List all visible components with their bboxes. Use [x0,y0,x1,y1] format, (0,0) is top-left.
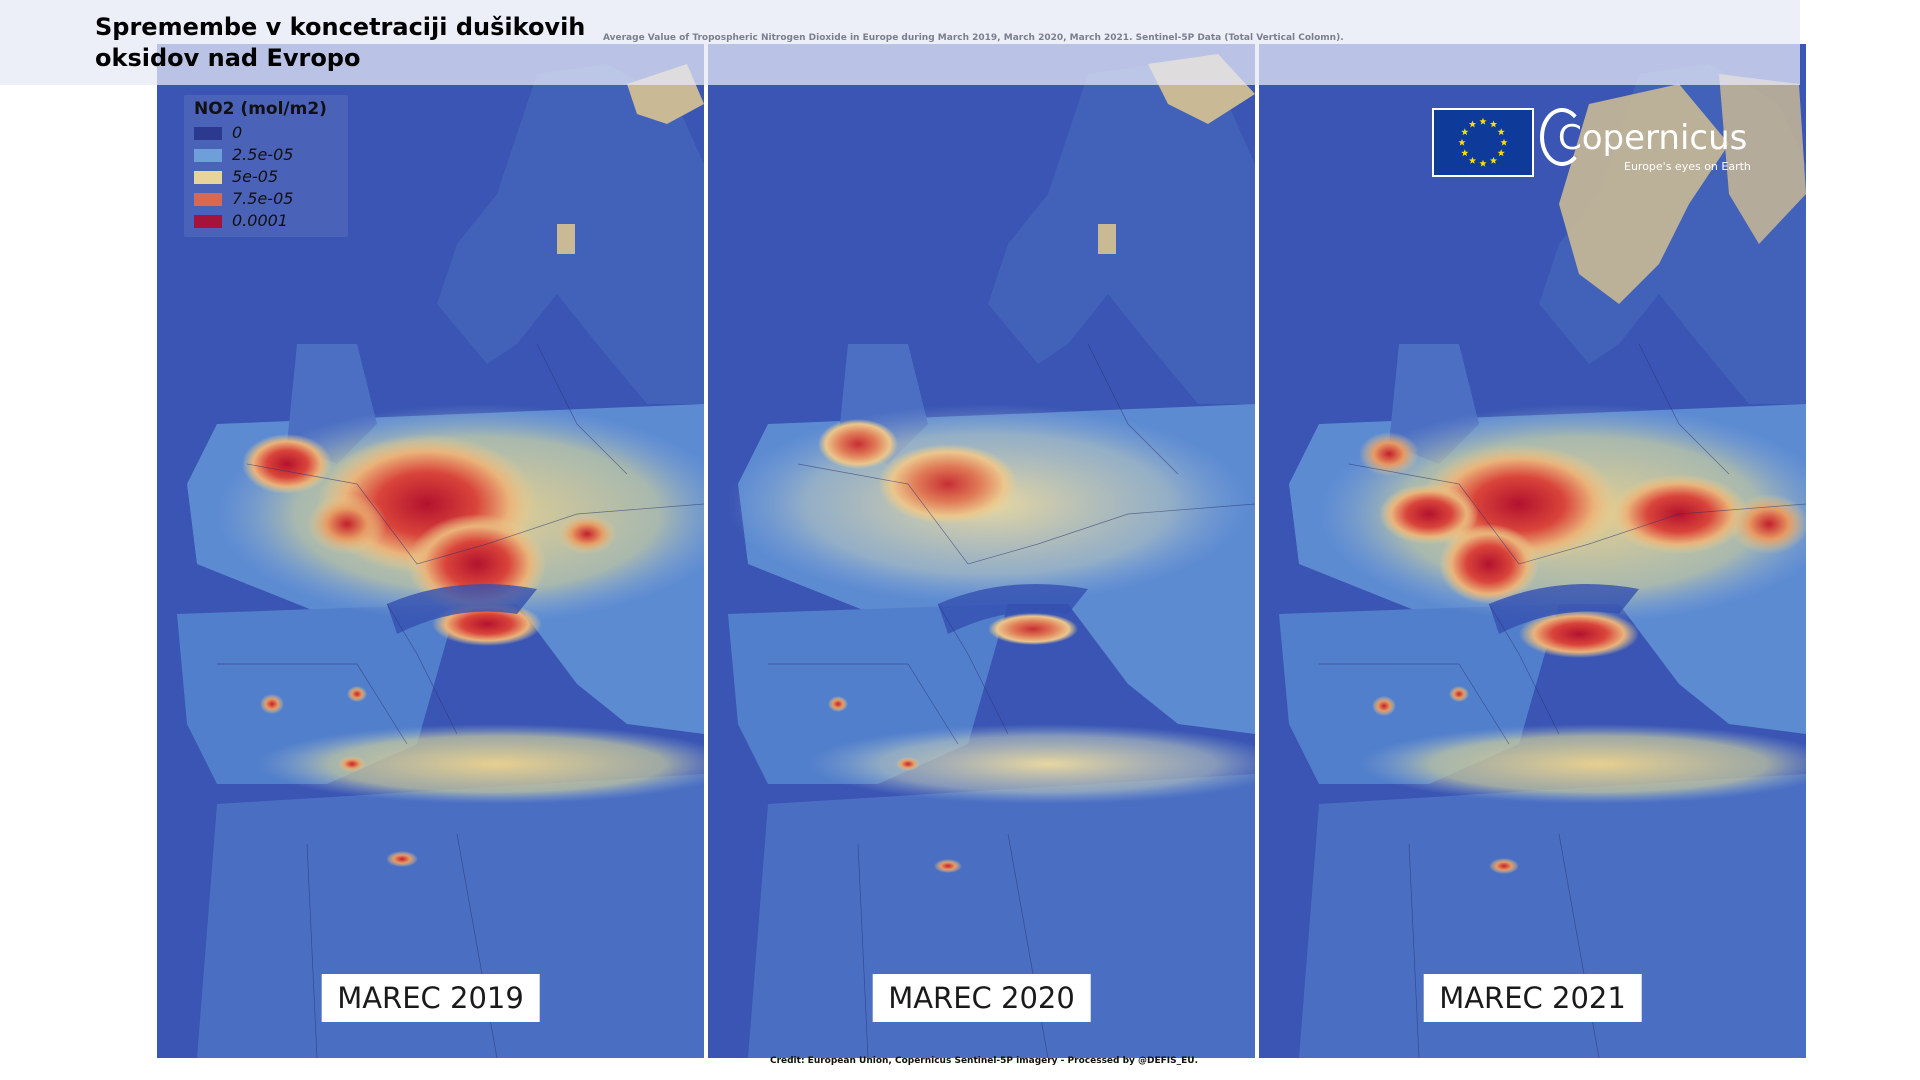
map-panel-2021: MAREC 2021 [1259,44,1806,1058]
panel-label-2019: MAREC 2019 [321,974,540,1022]
title-strip [0,0,1800,85]
legend-label: 0 [232,123,243,142]
map-panel-2020: MAREC 2020 [708,44,1255,1058]
legend-swatch [194,215,222,228]
eu-star-icon [1479,159,1487,167]
eu-star-icon [1497,149,1505,157]
legend-label: 5e-05 [232,167,279,186]
eu-star-icon [1468,156,1477,164]
logo-name: Copernicus [1558,118,1748,158]
eu-star-icon [1461,128,1469,136]
no2-map-2019 [157,44,704,1058]
eu-star-icon [1468,120,1477,128]
legend-swatch [194,149,222,162]
copernicus-logo: Copernicus Europe's eyes on Earth [1432,108,1752,178]
eu-flag-icon [1432,108,1534,177]
credit-line: Credit: European Union, Copernicus Senti… [0,1056,1920,1066]
eu-star-icon [1461,149,1469,157]
eu-stars-icon [1458,117,1508,167]
eu-star-icon [1497,128,1505,136]
legend-swatch [194,193,222,206]
map-subtitle: Average Value of Tropospheric Nitrogen D… [603,33,1344,43]
eu-star-icon [1489,120,1498,128]
panel-label-2021: MAREC 2021 [1423,974,1642,1022]
no2-map-2020 [708,44,1255,1058]
logo-tagline: Europe's eyes on Earth [1624,160,1751,173]
legend-label: 0.0001 [232,211,288,230]
legend-label: 7.5e-05 [232,189,294,208]
panel-label-2020: MAREC 2020 [872,974,1091,1022]
legend-swatch [194,127,222,140]
page-title: Spremembe v koncetraciji dušikovih oksid… [95,13,586,72]
legend-title: NO2 (mol/m2) [194,99,327,119]
eu-star-icon [1458,138,1466,146]
credit-text: Credit: European Union, Copernicus Senti… [769,1056,1199,1066]
legend-label: 2.5e-05 [232,145,294,164]
eu-star-icon [1479,117,1487,125]
eu-star-icon [1500,138,1508,146]
legend-swatch [194,171,222,184]
no2-map-2021 [1259,44,1806,1058]
map-panel-2019: MAREC 2019 [157,44,704,1058]
copernicus-c-icon [1540,108,1584,166]
legend: NO2 (mol/m2) 0 2.5e-05 5e-05 7.5e-05 0.0… [184,95,348,237]
eu-star-icon [1489,156,1498,164]
